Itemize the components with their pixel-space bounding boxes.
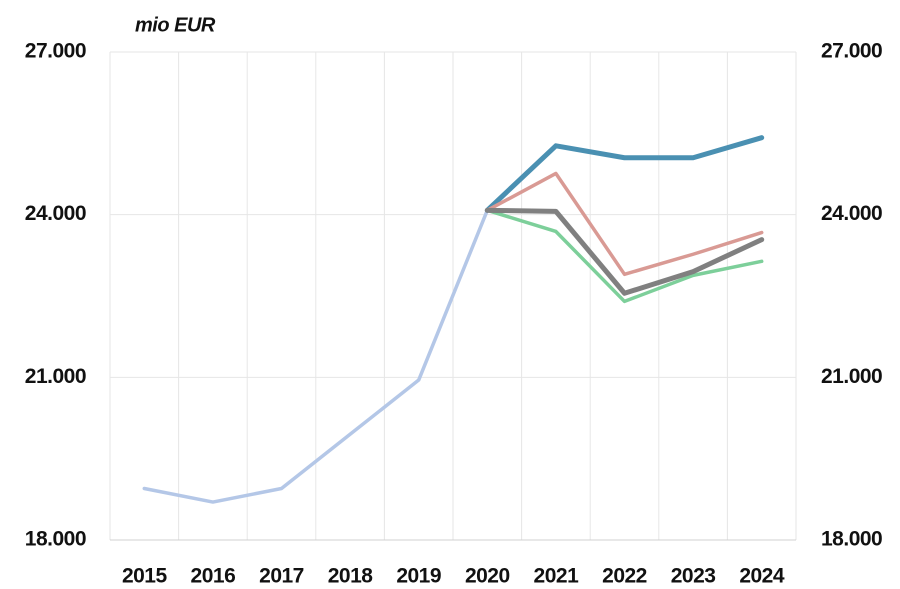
series-line bbox=[485, 208, 764, 304]
y-tick-label: 21.000 bbox=[25, 365, 86, 388]
y-tick-label: 24.000 bbox=[25, 202, 86, 225]
y-tick-label: 27.000 bbox=[25, 40, 86, 63]
y2-tick-label: 18.000 bbox=[821, 528, 882, 551]
series-line bbox=[484, 135, 765, 213]
x-tick-label: 2021 bbox=[534, 565, 580, 588]
y-axis-unit: mio EUR bbox=[135, 14, 216, 36]
series-line bbox=[485, 171, 764, 277]
x-tick-label: 2022 bbox=[602, 565, 647, 588]
series-line bbox=[484, 207, 765, 296]
x-tick-label: 2020 bbox=[465, 565, 510, 588]
x-tick-label: 2024 bbox=[739, 565, 785, 588]
x-tick-label: 2019 bbox=[396, 565, 441, 588]
x-tick-label: 2015 bbox=[122, 565, 168, 588]
y2-tick-label: 24.000 bbox=[821, 202, 882, 225]
y-tick-label: 18.000 bbox=[25, 528, 86, 551]
y2-tick-label: 21.000 bbox=[821, 365, 882, 388]
x-tick-label: 2018 bbox=[328, 565, 374, 588]
y2-tick-label: 27.000 bbox=[821, 40, 882, 63]
x-tick-label: 2017 bbox=[259, 565, 304, 588]
series-line bbox=[142, 208, 490, 504]
x-tick-label: 2016 bbox=[191, 565, 236, 588]
x-tick-label: 2023 bbox=[671, 565, 716, 588]
